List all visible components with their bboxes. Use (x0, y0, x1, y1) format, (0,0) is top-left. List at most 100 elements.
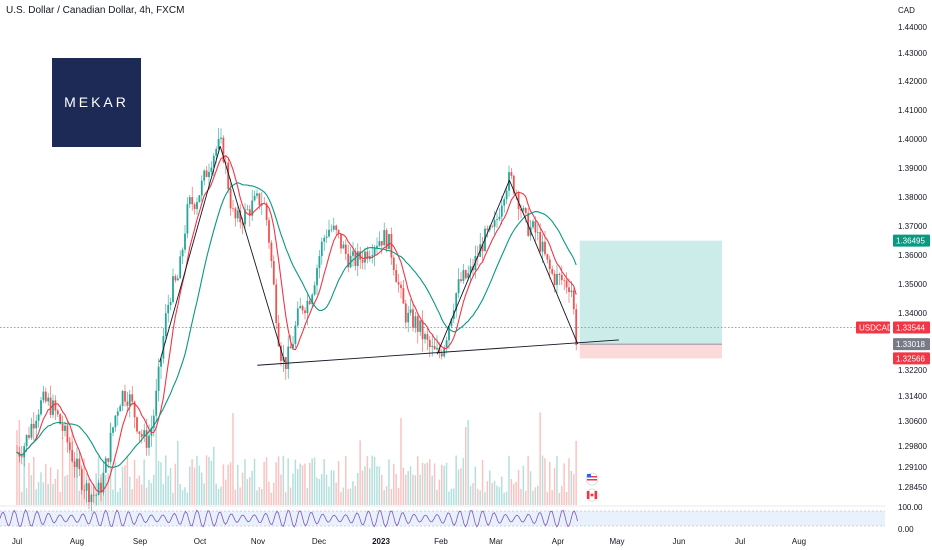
volume-bar (18, 420, 21, 505)
candle-body (421, 320, 424, 340)
volume-bar (460, 468, 462, 505)
candle-body (212, 155, 215, 168)
volume-bar (546, 491, 549, 505)
volume-bar (107, 473, 109, 505)
moving-averages (16, 154, 577, 493)
event-icons[interactable] (585, 472, 599, 502)
candle-body (385, 230, 388, 249)
volume-bar (393, 463, 395, 505)
price-axis[interactable]: CAD 1.44000 1.43000 1.42000 1.41000 1.40000 1.… (898, 6, 927, 534)
candle-body (128, 394, 131, 406)
candle-body (28, 435, 30, 438)
volume-bar (436, 489, 438, 505)
candle-body (556, 274, 558, 285)
time-axis[interactable]: Jul Aug Sep Oct Nov Dec 2023 Feb Mar Apr May Jun Jul… (12, 537, 806, 546)
volume-bar (73, 458, 76, 505)
candle-body (88, 483, 90, 503)
volume-bar (354, 485, 357, 505)
candle-body (220, 137, 222, 139)
volume-bar (280, 474, 282, 505)
candle-body (229, 189, 232, 209)
volume-bar (49, 467, 52, 505)
volume-bar (409, 466, 412, 505)
candle-body (325, 236, 328, 238)
volume-bar (239, 487, 241, 505)
candle-body (404, 303, 407, 323)
time-tick-label: May (609, 537, 624, 546)
candle-body (337, 230, 340, 234)
volume-bar (133, 459, 136, 505)
candle-body (35, 420, 38, 429)
volume-bar (443, 465, 445, 505)
candle-body (104, 458, 107, 473)
candle-body (217, 138, 220, 149)
volume-bar (292, 473, 294, 505)
candle-body (287, 346, 290, 370)
time-tick-label: Sep (133, 537, 148, 546)
volume-bar (445, 462, 448, 505)
candle-body (433, 345, 436, 350)
volume-bar (517, 469, 520, 505)
candle-body (558, 274, 561, 276)
volume-bar (570, 470, 573, 505)
volume-bar (333, 470, 335, 505)
volume-bar (177, 440, 179, 505)
volume-bar (361, 470, 364, 505)
volume-bar (232, 413, 234, 505)
volume-bar (541, 455, 544, 505)
volume-bar (364, 466, 366, 505)
candle-body (510, 172, 513, 176)
time-tick-label: Aug (70, 537, 84, 546)
candle-body (486, 228, 489, 230)
candle-body (498, 216, 501, 220)
candle-body (244, 209, 246, 225)
volume-bar (69, 437, 71, 505)
stop-zone (579, 344, 722, 359)
volume-bar (203, 483, 205, 505)
volume-bar (165, 455, 167, 505)
volume-bar (345, 456, 347, 505)
volume-bar (503, 492, 505, 505)
volume-bar (376, 466, 378, 505)
candle-body (246, 209, 249, 210)
volume-bar (330, 470, 333, 505)
volume-bar (522, 465, 525, 505)
candle-body (208, 171, 210, 178)
candle-body (354, 251, 357, 266)
candle-body (124, 391, 126, 402)
candle-body (47, 397, 50, 402)
volume-bar (251, 470, 253, 505)
candle-body (191, 197, 194, 205)
volume-bar (390, 488, 393, 505)
candle-body (157, 366, 160, 391)
volume-bar (474, 466, 477, 505)
mekar-logo: MEKAR (52, 58, 141, 147)
candle-body (205, 170, 208, 178)
price-tick-label: 1.30600 (898, 417, 927, 426)
price-tick-label: 1.37000 (898, 222, 927, 231)
candle-body (236, 210, 239, 219)
volume-bar (105, 474, 107, 505)
volume-bar (565, 491, 568, 505)
volume-bar (121, 466, 124, 505)
candle-body (373, 247, 376, 256)
volume-bar (225, 479, 227, 505)
volume-bar (419, 474, 421, 505)
volume-bar (551, 490, 553, 505)
candle-body (376, 245, 378, 248)
volume-bar (167, 475, 169, 505)
volume-bar (347, 488, 349, 505)
volume-bar (561, 486, 563, 505)
candle-body (234, 208, 237, 219)
candle-body (546, 254, 549, 260)
candle-body (460, 279, 462, 282)
candle-body (107, 458, 110, 462)
volume-bar (313, 457, 316, 505)
candle-body (301, 306, 304, 311)
volume-bar (510, 479, 513, 505)
candle-body (388, 234, 390, 249)
candle-body (536, 231, 539, 233)
candle-body (251, 200, 254, 216)
volume-bar (431, 475, 433, 505)
